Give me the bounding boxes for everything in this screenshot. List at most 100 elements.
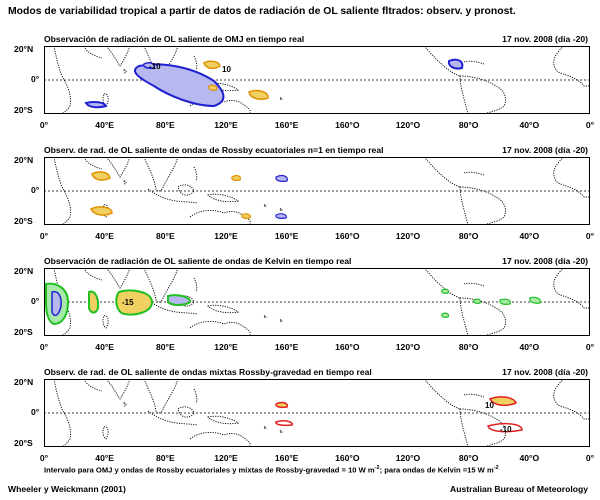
- lat-label-20s: 20°S: [14, 216, 33, 226]
- coastline: [463, 171, 485, 176]
- panel-kelvin: Observación de radiación de OL saliente …: [0, 256, 600, 356]
- footnote-main: Intervalo para OMJ y ondas de Rossby ecu…: [44, 465, 375, 475]
- lon-label: 40°E: [95, 453, 115, 463]
- lon-label: 40°O: [519, 231, 540, 241]
- kelvin-anomaly-region: [441, 312, 450, 318]
- coastline: [423, 268, 461, 299]
- footnote-mid: ; para ondas de Kelvin =15 W m: [379, 465, 494, 475]
- kelvin-anomaly-region: [88, 290, 100, 314]
- coastline: [189, 320, 251, 336]
- positive-anomaly-region: [208, 84, 218, 91]
- positive-anomaly-region: [203, 60, 221, 70]
- lon-label: 160°O: [335, 453, 360, 463]
- lon-label: 160°O: [335, 120, 360, 130]
- coastline: [263, 426, 283, 434]
- lon-label: 160°E: [274, 453, 299, 463]
- lon-label: 40°E: [95, 120, 115, 130]
- lon-label: 40°O: [519, 342, 540, 352]
- lat-label-20n: 20°N: [14, 377, 34, 387]
- positive-anomaly-region: [91, 171, 111, 181]
- map-mjo: -10 10: [44, 46, 590, 114]
- lat-label-eq: 0°: [31, 74, 40, 84]
- lon-label: 0°: [585, 120, 595, 130]
- lon-label: 80°O: [458, 453, 479, 463]
- coastline: [143, 379, 179, 414]
- panel-date: 17 nov. 2008 (día -20): [502, 34, 588, 44]
- coastline: [123, 402, 127, 407]
- lon-label: 80°E: [155, 453, 175, 463]
- lon-label: 80°O: [458, 231, 479, 241]
- coastline: [53, 268, 71, 336]
- lon-label: 0°: [585, 453, 595, 463]
- coastline: [193, 277, 198, 293]
- kelvin-anomaly-region: [441, 288, 450, 294]
- coastline: [123, 180, 127, 185]
- lon-label: 120°O: [395, 231, 421, 241]
- panel-mjo: Observación de radiación de OL saliente …: [0, 34, 600, 134]
- negative-anomaly-region: [84, 101, 108, 109]
- credit-left: Wheeler y Weickmann (2001): [8, 484, 126, 494]
- panel-title: Observ. de rad. de OL saliente de ondas …: [44, 145, 384, 155]
- kelvin-anomaly-region: [115, 289, 154, 316]
- lon-label: 120°O: [395, 120, 421, 130]
- panel-title: Observación de radiación de OL saliente …: [44, 34, 305, 44]
- coastline: [189, 98, 251, 114]
- coastline: [143, 157, 179, 192]
- lon-label: 0°: [39, 453, 49, 463]
- lat-label-20n: 20°N: [14, 155, 34, 165]
- lat-label-20s: 20°S: [14, 327, 33, 337]
- coastline: [553, 268, 590, 309]
- panel-mrg: Observ. de rad. de OL saliente de ondas …: [0, 367, 600, 467]
- negative-anomaly-region: [142, 62, 156, 69]
- contour-label: -10: [500, 425, 512, 434]
- mrg-anomaly-region: [275, 420, 293, 427]
- negative-anomaly-region: [275, 213, 287, 219]
- contour-label: -10: [149, 62, 161, 71]
- coastline: [143, 268, 179, 303]
- lon-label: 160°O: [335, 231, 360, 241]
- panel-rossby: Observ. de rad. de OL saliente de ondas …: [0, 145, 600, 245]
- negative-anomaly-region: [275, 175, 288, 182]
- coastline: [53, 46, 71, 114]
- coastline: [207, 415, 240, 425]
- lon-label: 80°O: [458, 120, 479, 130]
- coastline: [123, 69, 127, 74]
- kelvin-anomaly-region: [167, 294, 192, 306]
- mrg-anomaly-region: [487, 422, 523, 433]
- lon-label: 0°: [39, 342, 49, 352]
- coastline: [459, 186, 507, 225]
- panel-date: 17 nov. 2008 (día -20): [502, 145, 588, 155]
- lon-label: 80°E: [155, 342, 175, 352]
- panel-date: 17 nov. 2008 (día -20): [502, 367, 588, 377]
- coastline: [177, 184, 195, 196]
- positive-anomaly-region: [241, 213, 252, 219]
- coastline: [459, 408, 507, 447]
- coastline: [193, 388, 198, 404]
- lon-label: 0°: [39, 120, 49, 130]
- coastline: [553, 46, 590, 87]
- coastline: [553, 379, 590, 420]
- coastline: [207, 304, 240, 314]
- lat-label-20n: 20°N: [14, 44, 34, 54]
- coastline: [102, 426, 109, 440]
- coastline: [423, 46, 461, 77]
- positive-anomaly-region: [248, 89, 269, 100]
- lon-label: 160°O: [335, 342, 360, 352]
- lat-label-eq: 0°: [31, 185, 40, 195]
- coastline: [189, 431, 251, 447]
- coastline: [177, 406, 195, 418]
- lon-label: 160°E: [274, 342, 299, 352]
- coastline: [83, 46, 131, 67]
- lon-label: 40°O: [519, 453, 540, 463]
- coastline: [102, 315, 109, 329]
- lon-label: 120°E: [214, 231, 238, 241]
- coastline: [193, 166, 198, 182]
- kelvin-anomaly-region: [473, 298, 482, 304]
- figure-title: Modos de variabilidad tropical a partir …: [8, 6, 516, 17]
- map-mrg: 10 -10: [44, 379, 590, 447]
- coastline: [189, 209, 251, 225]
- lat-label-20n: 20°N: [14, 266, 34, 276]
- lat-label-eq: 0°: [31, 407, 40, 417]
- coastline: [463, 393, 485, 398]
- coastline: [193, 55, 198, 71]
